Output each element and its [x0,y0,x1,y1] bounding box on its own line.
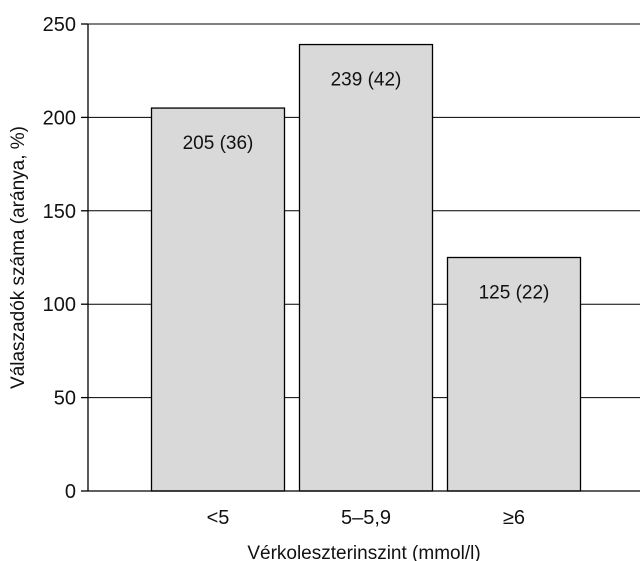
x-tick-labels: <5 5–5,9 ≥6 [207,507,525,529]
data-label: 125 (22) [479,283,550,304]
y-tick-label: 50 [54,388,76,410]
bar [446,256,582,492]
bar [150,107,286,492]
y-tick-label: 0 [65,481,76,503]
bar [298,43,434,492]
y-axis-title: Válaszadók száma (aránya, %) [8,126,29,389]
x-tick-label: 5–5,9 [341,507,391,529]
data-label: 205 (36) [183,133,254,154]
x-axis-title: Vérkoleszterinszint (mmol/l) [247,543,480,561]
x-tick-label: <5 [207,507,230,529]
y-tick-label: 200 [43,107,76,129]
y-tick-labels: 0 50 100 150 200 250 [43,14,88,503]
data-label: 239 (42) [331,70,402,91]
y-tick-label: 150 [43,201,76,223]
bars [150,43,582,492]
data-labels: 205 (36) 239 (42) 125 (22) [183,70,550,304]
x-tick-label: ≥6 [503,507,525,529]
axes [87,24,640,492]
y-tick-label: 100 [43,294,76,316]
y-tick-label: 250 [43,14,76,36]
